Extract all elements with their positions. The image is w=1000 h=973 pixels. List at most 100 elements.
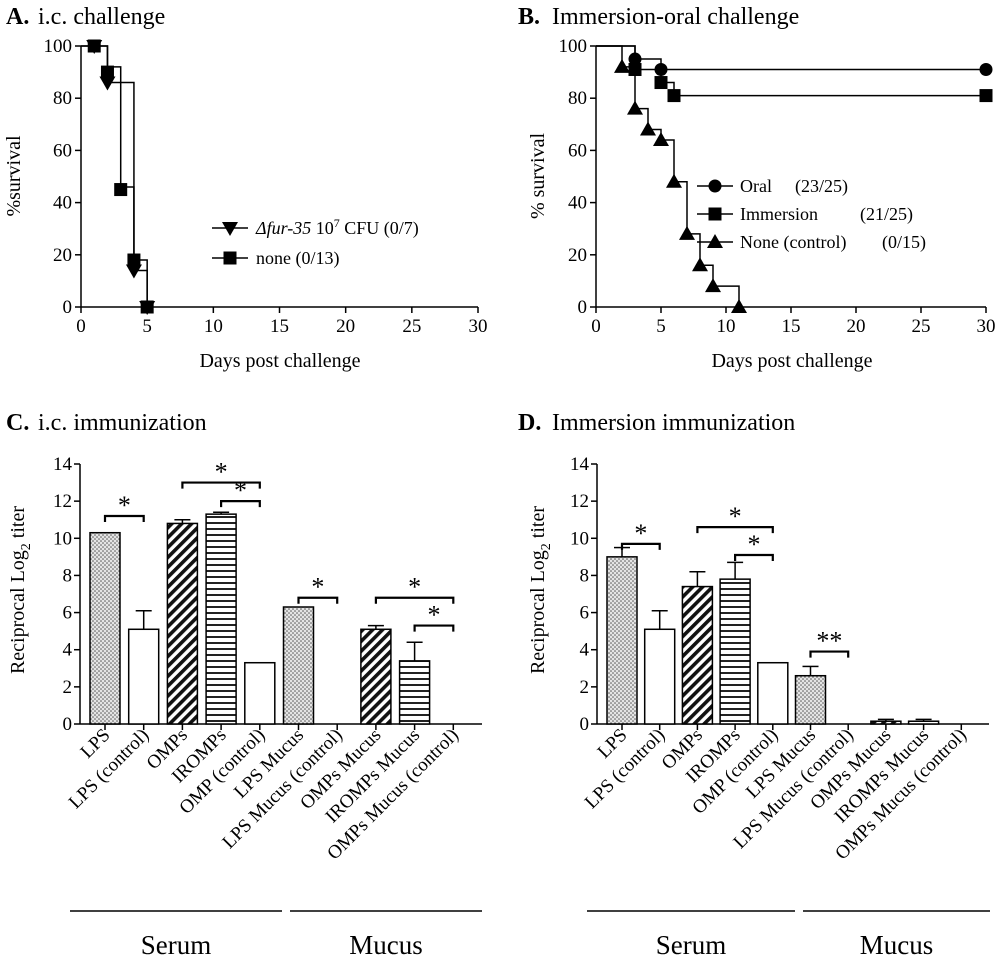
y-tick-label: 100 xyxy=(559,36,588,57)
data-point xyxy=(654,76,668,90)
data-point xyxy=(692,257,708,272)
panel-d-axes: 0 2 4 6 8 10 12 14 xyxy=(570,454,989,735)
panel-a-x-axis-label: Days post challenge xyxy=(199,350,360,372)
data-point xyxy=(127,253,141,267)
panel-c-significance-brackets: **** ** xyxy=(103,458,455,632)
series-line xyxy=(81,45,148,307)
significance-bracket xyxy=(620,542,661,550)
significance-label: * xyxy=(118,491,131,520)
panel-b-series xyxy=(596,45,993,313)
significance-label: * xyxy=(634,519,647,548)
group-label: Mucus xyxy=(860,930,934,960)
legend-marker xyxy=(708,179,722,193)
bar xyxy=(127,628,160,725)
legend-marker xyxy=(223,251,237,265)
series-line xyxy=(596,45,986,71)
panel-a-legend: Δfur-35 107 CFU (0/7) none (0/13) xyxy=(212,216,419,269)
y-tick-label: 100 xyxy=(44,36,73,57)
bar xyxy=(166,522,199,725)
panel-b-survival-immersion-oral: B. Immersion-oral challenge % survival D… xyxy=(518,4,996,372)
significance-label: * xyxy=(747,530,760,559)
bar xyxy=(205,513,237,725)
significance-bracket xyxy=(181,481,261,489)
data-point xyxy=(666,173,682,188)
bar xyxy=(398,660,431,725)
bar xyxy=(643,628,676,725)
y-tick-label: 0 xyxy=(63,714,73,735)
panel-c-bars xyxy=(89,511,431,725)
legend-item-none xyxy=(212,251,248,265)
bar xyxy=(282,606,315,725)
panel-b-letter: B. xyxy=(518,4,540,30)
group-label: Serum xyxy=(141,930,212,960)
data-point xyxy=(653,131,669,146)
significance-bracket xyxy=(374,596,455,604)
significance-label: * xyxy=(427,601,440,630)
legend-count-oral: (23/25) xyxy=(795,176,848,197)
panel-a-survival-ic-challenge: A. i.c. challenge %survival Days post ch… xyxy=(3,4,488,372)
y-tick-label: 12 xyxy=(570,491,589,512)
panel-a-axes: 0 5 10 15 20 25 30 0 20 40 60 80 100 xyxy=(44,36,488,337)
y-tick-label: 14 xyxy=(570,454,590,475)
bar xyxy=(794,674,827,725)
data-point xyxy=(979,62,993,76)
y-tick-label: 60 xyxy=(53,140,72,161)
significance-label: * xyxy=(311,573,324,602)
data-point xyxy=(140,300,154,314)
legend-label-oral: Oral xyxy=(740,176,772,196)
y-tick-label: 4 xyxy=(580,640,590,661)
x-tick-label: 25 xyxy=(402,316,421,337)
legend-marker xyxy=(222,222,238,236)
bar xyxy=(606,556,638,725)
legend-item-none-control xyxy=(697,234,733,248)
panel-b-y-axis-label: % survival xyxy=(527,133,549,220)
data-point xyxy=(99,76,116,91)
y-tick-label: 8 xyxy=(580,565,590,586)
x-tick-label: 10 xyxy=(717,316,736,337)
legend-label-none: none (0/13) xyxy=(256,248,339,269)
y-tick-label: 2 xyxy=(63,677,73,698)
legend-item-oral xyxy=(697,179,733,193)
data-point xyxy=(100,65,114,79)
bar xyxy=(681,585,714,725)
y-tick-label: 12 xyxy=(53,491,72,512)
data-point xyxy=(627,100,643,115)
significance-label: * xyxy=(234,476,247,505)
y-tick-label: 20 xyxy=(53,245,72,266)
data-point xyxy=(114,183,128,197)
panel-a-title: i.c. challenge xyxy=(38,4,165,30)
panel-a-y-axis-label: %survival xyxy=(3,135,25,217)
y-tick-label: 80 xyxy=(568,88,587,109)
data-point xyxy=(125,264,142,279)
bar xyxy=(89,531,121,725)
panel-c-y-axis-label: Reciprocal Log2 titer xyxy=(7,506,34,674)
panel-c-ic-immunization: C. i.c. immunization Reciprocal Log2 tit… xyxy=(6,410,482,960)
significance-bracket xyxy=(413,624,455,632)
bar xyxy=(907,720,940,725)
y-tick-label: 20 xyxy=(568,245,587,266)
panel-d-title: Immersion immunization xyxy=(552,410,795,436)
x-tick-label: 20 xyxy=(336,316,355,337)
panel-a-series xyxy=(81,39,156,315)
x-tick-label: 0 xyxy=(76,316,86,337)
panel-c-group-labels: Serum Mucus xyxy=(70,910,482,960)
data-point xyxy=(731,299,747,313)
significance-label: * xyxy=(729,502,742,531)
group-label: Mucus xyxy=(349,930,423,960)
legend-label-immersion: Immersion xyxy=(740,204,818,224)
significance-bracket xyxy=(103,514,145,522)
x-tick-label: 5 xyxy=(142,316,152,337)
x-tick-label: 20 xyxy=(847,316,866,337)
y-tick-label: 6 xyxy=(63,603,73,624)
panel-b-axes: 0 5 10 15 20 25 30 0 20 40 60 80 100 xyxy=(559,36,996,337)
legend-count-none-control: (0/15) xyxy=(882,232,926,253)
data-point xyxy=(614,58,630,73)
panel-c-title: i.c. immunization xyxy=(38,410,207,436)
legend-label-fur35: Δfur-35 107 CFU (0/7) xyxy=(255,216,419,239)
significance-bracket xyxy=(734,553,774,561)
significance-bracket xyxy=(696,526,774,534)
significance-bracket xyxy=(297,596,339,604)
